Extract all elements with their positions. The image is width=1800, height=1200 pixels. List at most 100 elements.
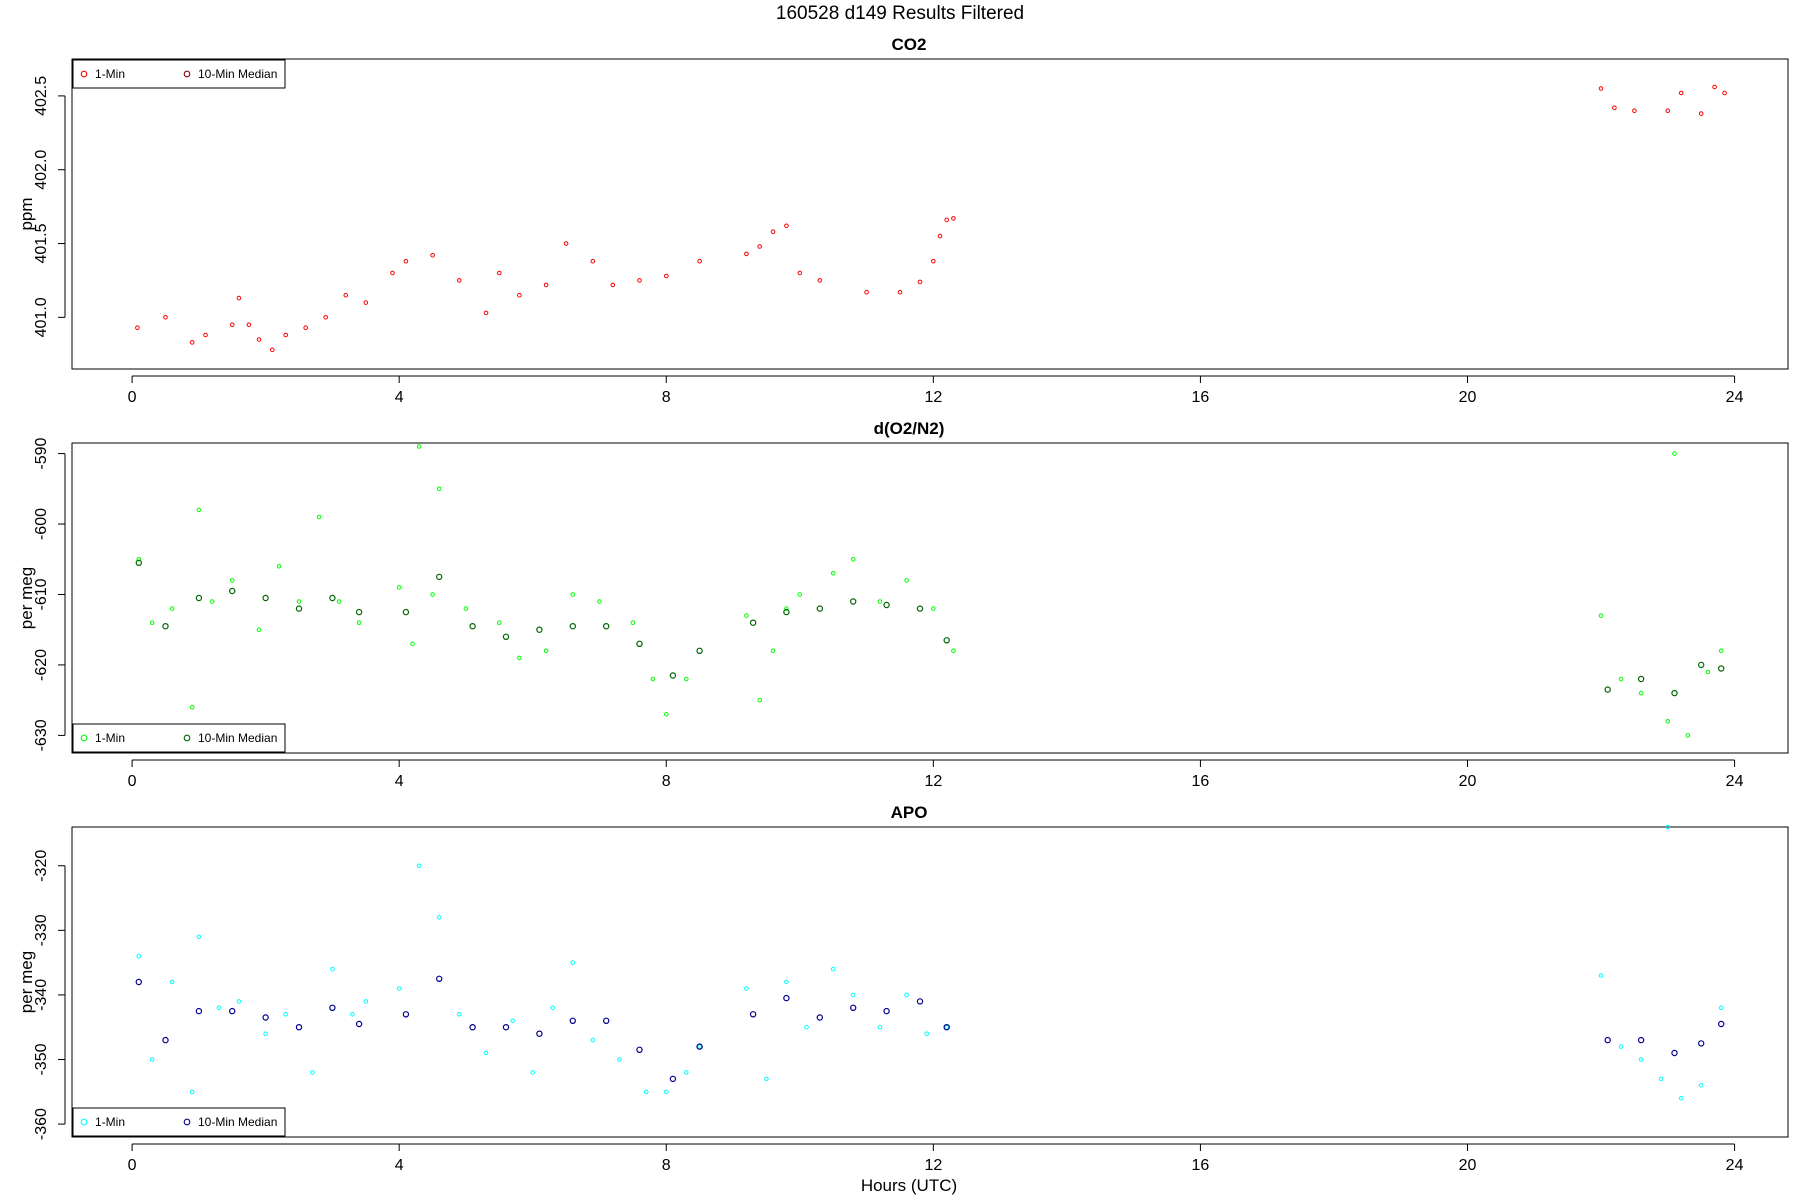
y-tick-label: -610 (33, 578, 50, 610)
data-point (463, 606, 469, 611)
data-point (697, 1044, 702, 1049)
data-point (917, 279, 923, 285)
x-tick-label: 4 (395, 389, 404, 406)
plot-frame (71, 58, 1789, 370)
data-point (570, 592, 576, 597)
data-point (797, 592, 803, 597)
x-tick-label: 24 (1726, 773, 1744, 790)
data-point (597, 599, 602, 604)
x-tick-label: 0 (128, 389, 137, 406)
x-tick-label: 8 (662, 389, 671, 406)
data-point (569, 1017, 577, 1025)
data-point (1638, 1057, 1644, 1062)
data-point (209, 599, 215, 604)
data-points (135, 84, 1727, 353)
data-point (436, 975, 443, 983)
data-point (350, 1012, 355, 1017)
x-tick-label: 24 (1726, 1157, 1744, 1174)
data-point (228, 1007, 236, 1015)
data-point (189, 1089, 195, 1095)
data-point (590, 1037, 596, 1043)
panel-title: CO2 (892, 35, 927, 54)
legend: 1-Min 10-Min Median (72, 723, 286, 753)
data-point (1717, 665, 1725, 672)
data-point (303, 325, 309, 331)
data-point (783, 994, 790, 1002)
legend-box (72, 723, 286, 753)
data-point (916, 998, 924, 1005)
data-point (135, 978, 142, 986)
data-point (270, 347, 275, 353)
data-point (744, 986, 749, 991)
data-point (1637, 675, 1645, 683)
data-point (937, 233, 943, 239)
legend-box (72, 59, 286, 89)
legend: 1-Min 10-Min Median (72, 1107, 286, 1137)
data-point (570, 960, 576, 965)
data-point (1672, 451, 1677, 456)
data-point (637, 278, 642, 283)
data-point (744, 613, 749, 618)
data-point (263, 1031, 268, 1036)
y-tick-label: -330 (33, 914, 50, 946)
data-point (943, 637, 950, 644)
x-tick-label: 4 (395, 1157, 404, 1174)
data-point (904, 578, 909, 583)
legend-entry: 1-Min (95, 1115, 125, 1129)
data-point (749, 619, 757, 626)
data-point (1722, 90, 1727, 96)
data-point (457, 278, 462, 283)
data-point (569, 623, 577, 630)
data-point (196, 507, 202, 513)
data-point (883, 601, 890, 609)
data-point (262, 1014, 269, 1021)
data-point (410, 641, 415, 647)
x-tick-label: 16 (1192, 773, 1210, 790)
data-point (195, 1007, 203, 1015)
data-point (943, 1023, 950, 1031)
y-tick-label: -630 (33, 719, 50, 751)
data-point (590, 258, 596, 264)
y-tick-label: 402.0 (33, 150, 50, 190)
data-point (684, 1070, 689, 1075)
data-point (850, 1004, 857, 1012)
data-point (543, 282, 549, 288)
data-point (502, 1023, 510, 1031)
x-tick-label: 20 (1459, 773, 1477, 790)
x-tick-label: 12 (924, 1157, 942, 1174)
data-point (236, 999, 242, 1004)
data-point (363, 300, 369, 305)
data-point (684, 676, 689, 682)
data-point (944, 217, 950, 223)
data-point (169, 979, 175, 985)
y-tick-label: -360 (33, 1108, 50, 1140)
data-point (650, 676, 656, 682)
x-axis: 0 4 8 12 16 20 24 (128, 1143, 1744, 1174)
data-point (1598, 86, 1604, 91)
y-tick-label: 401.5 (33, 223, 50, 263)
data-point (744, 251, 749, 257)
data-point (483, 310, 489, 316)
data-point (469, 1023, 476, 1031)
data-point (951, 648, 956, 654)
data-point (169, 606, 175, 611)
data-point (830, 966, 836, 972)
data-point (229, 578, 235, 583)
data-point (497, 270, 502, 276)
data-point (1612, 105, 1617, 110)
data-point (1697, 1040, 1705, 1047)
data-point (850, 992, 856, 998)
data-point (664, 1089, 669, 1095)
panel-title: d(O2/N2) (874, 419, 945, 438)
data-point (783, 608, 790, 616)
data-point (323, 315, 329, 320)
data-point (396, 986, 402, 991)
data-point (1678, 1096, 1684, 1101)
data-point (850, 598, 857, 605)
data-point (536, 1030, 543, 1037)
data-point (283, 332, 289, 338)
data-point (1705, 669, 1711, 675)
x-tick-label: 0 (128, 1157, 137, 1174)
data-point (1665, 719, 1671, 724)
data-point (136, 557, 142, 562)
